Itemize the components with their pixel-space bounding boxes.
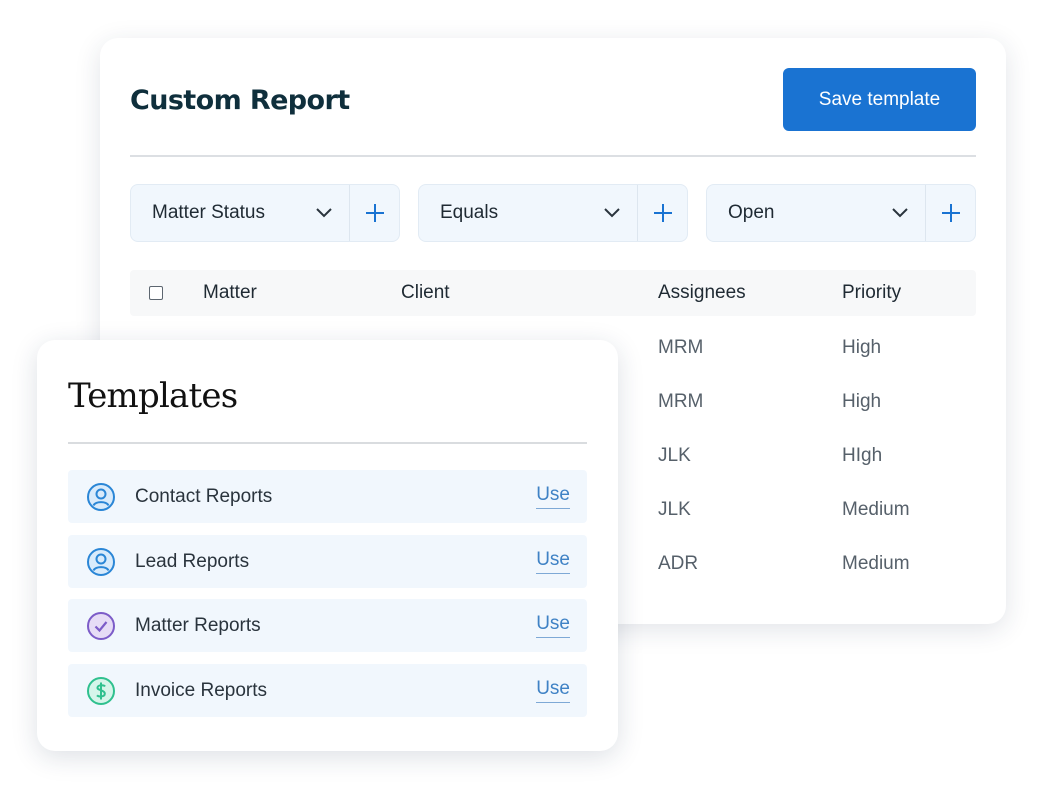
select-all-checkbox[interactable] (149, 286, 163, 300)
column-header-assignees[interactable]: Assignees (658, 282, 746, 303)
cell-assignees: ADR (658, 553, 699, 574)
cell-assignees: JLK (658, 499, 691, 520)
cell-priority: HIgh (842, 445, 883, 466)
templates-divider (68, 442, 587, 444)
field-dropdown[interactable]: Matter Status (131, 185, 349, 241)
user-circle-icon (87, 548, 115, 576)
value-dropdown[interactable]: Open (707, 185, 925, 241)
filter-separator (637, 185, 638, 241)
user-circle-icon (87, 483, 115, 511)
template-item-contact-reports[interactable]: Contact Reports Use (68, 470, 587, 523)
plus-icon (942, 204, 960, 222)
chevron-down-icon (316, 208, 332, 218)
page-title: Custom Report (130, 85, 350, 116)
operator-dropdown[interactable]: Equals (419, 185, 637, 241)
dollar-circle-icon (87, 677, 115, 705)
operator-dropdown-value: Equals (440, 202, 499, 223)
filter-field: Matter Status (130, 184, 400, 242)
template-item-matter-reports[interactable]: Matter Reports Use (68, 599, 587, 652)
template-label: Contact Reports (135, 486, 273, 507)
add-field-button[interactable] (350, 185, 400, 241)
use-template-link[interactable]: Use (536, 611, 570, 638)
cell-priority: Medium (842, 553, 910, 574)
cell-priority: High (842, 337, 882, 358)
template-item-lead-reports[interactable]: Lead Reports Use (68, 535, 587, 588)
template-label: Invoice Reports (135, 680, 268, 701)
cell-priority: Medium (842, 499, 910, 520)
filter-separator (925, 185, 926, 241)
template-item-invoice-reports[interactable]: Invoice Reports Use (68, 664, 587, 717)
cell-assignees: MRM (658, 391, 704, 412)
cell-assignees: MRM (658, 337, 704, 358)
use-template-link[interactable]: Use (536, 482, 570, 509)
plus-icon (654, 204, 672, 222)
add-operator-button[interactable] (638, 185, 688, 241)
column-header-matter[interactable]: Matter (203, 282, 257, 303)
cell-assignees: JLK (658, 445, 691, 466)
chevron-down-icon (892, 208, 908, 218)
use-template-link[interactable]: Use (536, 547, 570, 574)
plus-icon (366, 204, 384, 222)
filter-separator (349, 185, 350, 241)
add-value-button[interactable] (926, 185, 976, 241)
filter-operator: Equals (418, 184, 688, 242)
field-dropdown-value: Matter Status (152, 202, 265, 223)
chevron-down-icon (604, 208, 620, 218)
templates-title: Templates (68, 376, 238, 416)
column-header-priority[interactable]: Priority (842, 282, 902, 303)
header-divider (130, 155, 976, 157)
value-dropdown-value: Open (728, 202, 775, 223)
table-header: Matter Client Assignees Priority (130, 270, 976, 316)
use-template-link[interactable]: Use (536, 676, 570, 703)
cell-priority: High (842, 391, 882, 412)
template-label: Lead Reports (135, 551, 250, 572)
check-circle-icon (87, 612, 115, 640)
templates-panel: Templates Contact Reports Use Lead Repor… (37, 340, 618, 751)
save-template-button[interactable]: Save template (783, 68, 976, 131)
template-label: Matter Reports (135, 615, 261, 636)
column-header-client[interactable]: Client (401, 282, 450, 303)
filter-value: Open (706, 184, 976, 242)
